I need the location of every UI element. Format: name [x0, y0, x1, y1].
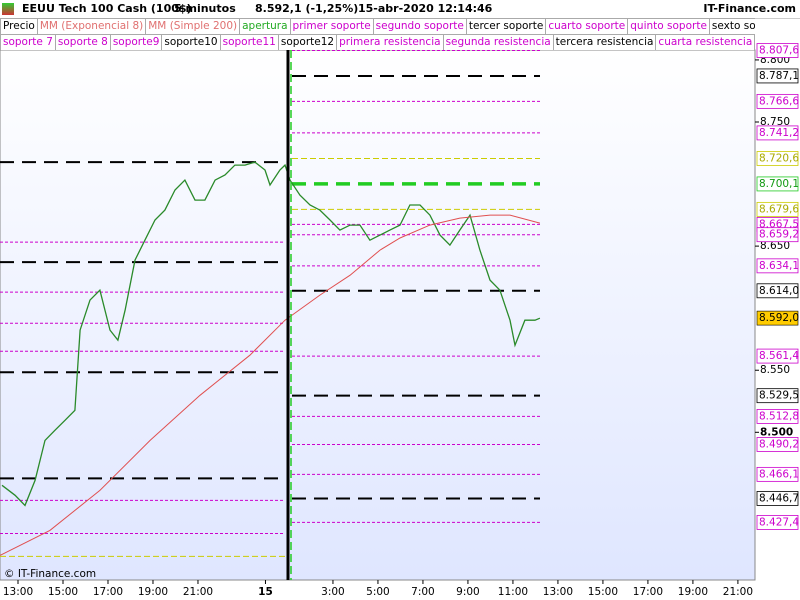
level-label: 8.679,6 — [759, 203, 799, 215]
header: EEUU Tech 100 Cash (100$) 5 minutos 8.59… — [0, 0, 800, 19]
level-label: 8.561,4 — [759, 350, 799, 362]
level-label-box — [756, 176, 799, 192]
legend-entry[interactable]: soporte 7 — [0, 34, 56, 50]
legend-entry[interactable]: Precio — [0, 18, 38, 34]
level-label-box — [756, 348, 799, 364]
legend-entry[interactable]: MM (Simple 200) — [145, 18, 241, 34]
x-tick-label: 7:00 — [411, 586, 435, 598]
x-tick-label: 15:00 — [588, 586, 618, 598]
series-line — [1, 161, 541, 507]
level-label: 8.427,4 — [759, 516, 799, 528]
legend-row: Precio MM (Exponencial 8) MM (Simple 200) a… — [0, 18, 755, 34]
legend-entry[interactable]: soporte10 — [161, 34, 221, 50]
interval: 5 minutos — [174, 2, 236, 15]
level-label: 8.512,8 — [759, 410, 799, 422]
level-label: 8.659,2 — [759, 229, 799, 241]
y-tick-label: 8.550 — [760, 364, 790, 376]
x-tick-label: 13:00 — [3, 586, 33, 598]
legend-entry[interactable]: segundo soporte — [372, 18, 467, 34]
last-price-box — [756, 310, 799, 326]
level-label-box — [756, 437, 799, 452]
level-label-box — [756, 409, 799, 424]
y-tick-label: 8.750 — [760, 116, 790, 128]
level-label: 8.529,5 — [759, 390, 799, 402]
datetime: 15-abr-2020 12:14:46 — [358, 2, 493, 15]
x-tick-label: 15:00 — [48, 586, 78, 598]
level-label: 8.720,6 — [759, 152, 799, 164]
x-tick-label: 21:00 — [723, 586, 753, 598]
series-line — [0, 214, 541, 556]
level-label-box — [756, 283, 799, 299]
legend-entry[interactable]: soporte 8 — [54, 34, 111, 50]
level-label-box — [756, 515, 799, 530]
level-label: 8.446,7 — [759, 492, 799, 504]
legend-entry[interactable]: MM (Exponencial 8) — [36, 18, 147, 34]
level-label: 8.787,1 — [759, 70, 799, 82]
icon — [2, 3, 14, 15]
x-tick-label: 11:00 — [498, 586, 528, 598]
level-label: 8.766,6 — [759, 95, 799, 107]
legend-entry[interactable]: soporte9 — [109, 34, 163, 50]
source: © IT-Finance.com — [4, 568, 96, 580]
legend-row: soporte 7 soporte 8 soporte9 soporte10 sopor… — [0, 34, 755, 50]
legend-entry[interactable]: apertura — [239, 18, 291, 34]
x-tick-label: 9:00 — [456, 586, 480, 598]
plot-area — [0, 49, 756, 581]
level-label: 8.807,6 — [759, 44, 799, 56]
level-label-box — [756, 201, 799, 217]
legend-entry[interactable]: quinto soporte — [627, 18, 710, 34]
x-tick-label: 17:00 — [93, 586, 123, 598]
level-label: 8.634,1 — [759, 260, 799, 272]
level-label-box — [756, 388, 799, 404]
y-tick-label: 8.500 — [760, 426, 793, 438]
y-axis: 8.8008.7508.6508.5508.5008.807,68.787,18… — [755, 43, 799, 530]
level-label: 8.741,2 — [759, 127, 799, 139]
level-label-box — [756, 151, 799, 166]
level-label-box — [756, 227, 799, 243]
legend-entry[interactable]: cuarta resistencia — [655, 34, 755, 50]
legend-entry[interactable]: tercer soporte — [465, 18, 547, 34]
level-label-box — [756, 125, 799, 141]
legend-entry[interactable]: segunda resistencia — [442, 34, 554, 50]
x-tick-label: 17:00 — [633, 586, 663, 598]
level-label-box — [756, 43, 799, 58]
level-label-box — [756, 93, 799, 109]
level-label-box — [756, 466, 799, 482]
legend-entry[interactable]: quinta resistencia — [754, 34, 755, 50]
legend-entry[interactable]: sexto soporte — [708, 18, 755, 34]
x-tick-label: 5:00 — [366, 586, 390, 598]
legend-entry[interactable]: tercera resistencia — [552, 34, 657, 50]
x-tick-label: 3:00 — [321, 586, 345, 598]
level-label-box — [756, 491, 799, 506]
level-label: 8.700,1 — [759, 178, 799, 190]
instrument: EEUU Tech 100 Cash (100$) — [22, 2, 192, 15]
legend-entry[interactable]: primera resistencia — [336, 34, 444, 50]
x-tick-label: 19:00 — [138, 586, 168, 598]
x-tick-label: 13:00 — [543, 586, 573, 598]
level-label: 8.466,1 — [759, 468, 799, 480]
y-tick-label: 8.650 — [760, 240, 790, 252]
level-label: 8.614,0 — [759, 285, 799, 297]
last-price-label: 8.592,0 — [759, 312, 799, 324]
x-tick-label: 15 — [258, 586, 273, 598]
legend-entry[interactable]: soporte11 — [219, 34, 279, 50]
level-label-box — [756, 258, 799, 274]
legend-entry[interactable]: primer soporte — [289, 18, 374, 34]
x-tick-label: 21:00 — [183, 586, 213, 598]
x-tick-label: 19:00 — [678, 586, 708, 598]
legend-entry[interactable]: cuarto soporte — [545, 18, 629, 34]
quote: 8.592,1 (-1,25%) — [255, 2, 359, 15]
legend-entry[interactable]: soporte12 — [277, 34, 338, 50]
level-label: 8.490,2 — [759, 438, 799, 450]
level-label-box — [756, 68, 799, 84]
brand: IT-Finance.com — [703, 2, 796, 15]
